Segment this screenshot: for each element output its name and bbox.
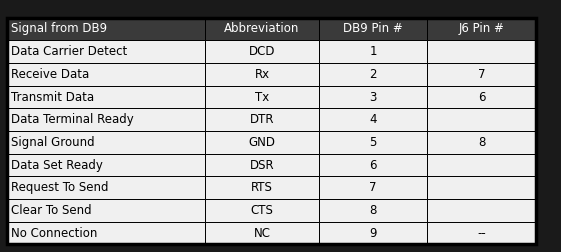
- Text: DCD: DCD: [249, 45, 275, 58]
- Bar: [319, 131, 427, 154]
- Text: --: --: [477, 227, 486, 240]
- Bar: [7, 199, 205, 222]
- Bar: [205, 18, 319, 40]
- Text: DSR: DSR: [250, 159, 274, 172]
- Text: DB9 Pin #: DB9 Pin #: [343, 22, 403, 36]
- Bar: [205, 176, 319, 199]
- Text: Data Carrier Detect: Data Carrier Detect: [11, 45, 127, 58]
- Text: Rx: Rx: [255, 68, 269, 81]
- Text: Signal Ground: Signal Ground: [11, 136, 94, 149]
- Text: No Connection: No Connection: [11, 227, 97, 240]
- Text: 1: 1: [369, 45, 377, 58]
- Text: 7: 7: [369, 181, 377, 194]
- Text: CTS: CTS: [251, 204, 273, 217]
- Bar: [205, 222, 319, 244]
- Bar: [7, 18, 205, 40]
- Bar: [427, 63, 536, 86]
- Text: 4: 4: [369, 113, 377, 126]
- Text: 7: 7: [478, 68, 485, 81]
- Bar: [427, 222, 536, 244]
- Text: J6 Pin #: J6 Pin #: [458, 22, 504, 36]
- Bar: [427, 176, 536, 199]
- Text: RTS: RTS: [251, 181, 273, 194]
- Text: GND: GND: [249, 136, 275, 149]
- Bar: [7, 40, 205, 63]
- Bar: [427, 108, 536, 131]
- Bar: [319, 40, 427, 63]
- Bar: [7, 86, 205, 108]
- Text: Transmit Data: Transmit Data: [11, 90, 94, 104]
- Text: 2: 2: [369, 68, 377, 81]
- Bar: [205, 199, 319, 222]
- Bar: [7, 222, 205, 244]
- Text: Receive Data: Receive Data: [11, 68, 89, 81]
- Text: Clear To Send: Clear To Send: [11, 204, 91, 217]
- Bar: [427, 86, 536, 108]
- Text: Request To Send: Request To Send: [11, 181, 108, 194]
- Bar: [205, 86, 319, 108]
- Bar: [427, 154, 536, 176]
- Bar: [319, 199, 427, 222]
- Bar: [7, 176, 205, 199]
- Bar: [319, 108, 427, 131]
- Bar: [7, 63, 205, 86]
- Text: 6: 6: [369, 159, 377, 172]
- Bar: [205, 131, 319, 154]
- Bar: [319, 86, 427, 108]
- Bar: [427, 199, 536, 222]
- Text: 5: 5: [369, 136, 377, 149]
- Text: Data Set Ready: Data Set Ready: [11, 159, 103, 172]
- Bar: [205, 40, 319, 63]
- Text: 8: 8: [369, 204, 377, 217]
- Text: 6: 6: [478, 90, 485, 104]
- Bar: [205, 108, 319, 131]
- Bar: [7, 154, 205, 176]
- Bar: [319, 18, 427, 40]
- Bar: [319, 154, 427, 176]
- Bar: [427, 18, 536, 40]
- Bar: [319, 176, 427, 199]
- Bar: [319, 63, 427, 86]
- Bar: [319, 222, 427, 244]
- Text: 9: 9: [369, 227, 377, 240]
- Text: Tx: Tx: [255, 90, 269, 104]
- Bar: [427, 131, 536, 154]
- Text: NC: NC: [254, 227, 270, 240]
- Text: Abbreviation: Abbreviation: [224, 22, 300, 36]
- Text: Data Terminal Ready: Data Terminal Ready: [11, 113, 134, 126]
- Bar: [205, 63, 319, 86]
- Text: DTR: DTR: [250, 113, 274, 126]
- Bar: [7, 131, 205, 154]
- Bar: [7, 108, 205, 131]
- Text: 8: 8: [478, 136, 485, 149]
- Bar: [427, 40, 536, 63]
- Text: Signal from DB9: Signal from DB9: [11, 22, 107, 36]
- Bar: [205, 154, 319, 176]
- Text: 3: 3: [369, 90, 377, 104]
